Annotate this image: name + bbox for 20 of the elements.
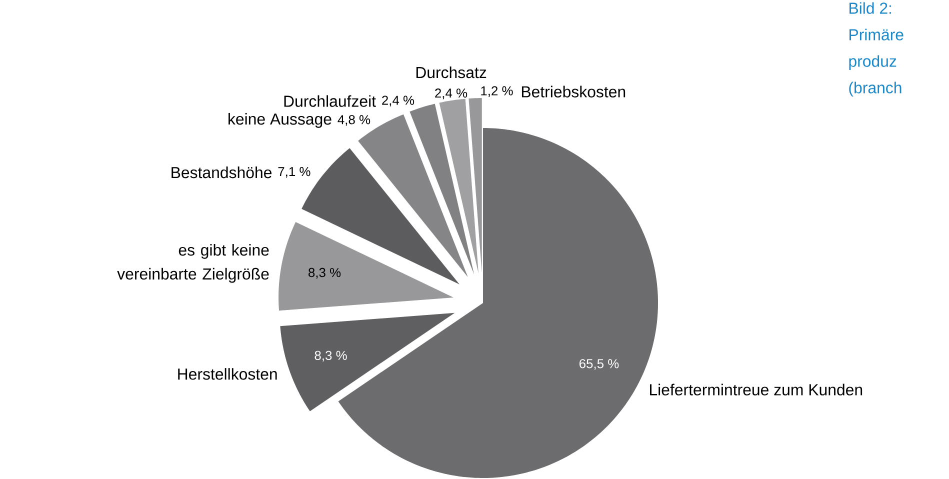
slice-label: Herstellkosten bbox=[178, 368, 277, 380]
slice-label: keine Aussage bbox=[228, 113, 332, 128]
data-label: 2,4 % bbox=[435, 88, 468, 100]
data-label: 4,8 % bbox=[338, 115, 370, 126]
text: produz bbox=[849, 55, 896, 70]
data-label: 8,3 % bbox=[308, 268, 341, 279]
text: (branch bbox=[849, 82, 902, 97]
text: Bild 2: bbox=[850, 2, 892, 14]
text: Primäre bbox=[850, 28, 904, 40]
slice-label: es gibt keine vereinbarte Zielgröße bbox=[117, 244, 269, 283]
data-label: 7,1 % bbox=[278, 167, 310, 178]
slice-label: Bestandshöhe bbox=[172, 166, 272, 178]
data-label: 65,5 % bbox=[579, 359, 619, 370]
slice-label: Durchsatz bbox=[416, 66, 486, 78]
data-label: 1,2 % bbox=[481, 86, 513, 97]
slice-label: Betriebskosten bbox=[522, 86, 626, 98]
slice-label: Liefertermintreue zum Kunden bbox=[650, 384, 862, 396]
data-label: 2,4 % bbox=[382, 96, 414, 106]
slice-label: Durchlaufzeit bbox=[284, 95, 376, 107]
data-label: 8,3 % bbox=[314, 350, 347, 362]
